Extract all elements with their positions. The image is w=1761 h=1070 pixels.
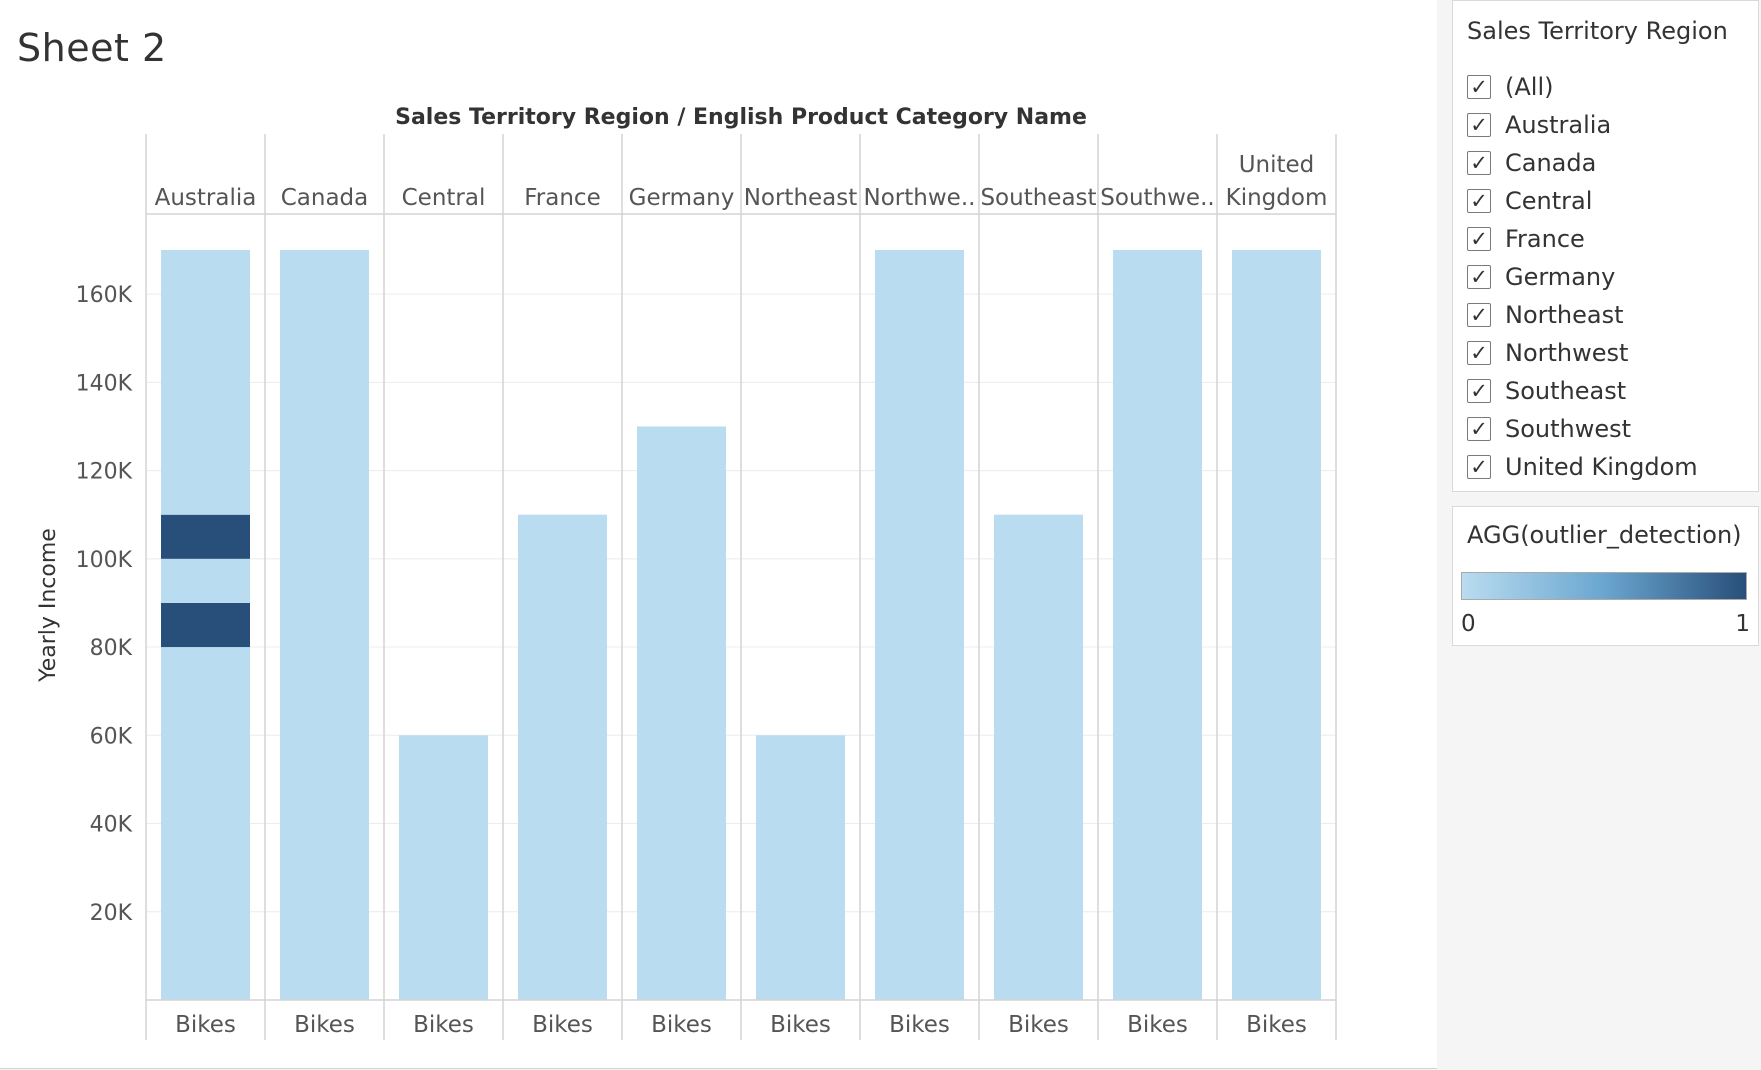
bar-segment	[875, 250, 964, 1000]
filter-item[interactable]: ✓ Canada	[1467, 144, 1698, 182]
bar-segment	[756, 735, 845, 1000]
y-tick-label: 80K	[90, 636, 133, 661]
filter-item-label: Northwest	[1505, 339, 1629, 367]
filter-item-label: Northeast	[1505, 301, 1624, 329]
filter-item[interactable]: ✓ France	[1467, 220, 1698, 258]
region-header-label: Southwe..	[1100, 185, 1214, 211]
filter-title: Sales Territory Region	[1467, 17, 1728, 45]
region-header-label: Northwe..	[864, 185, 976, 211]
filter-item-label: Germany	[1505, 263, 1616, 291]
category-label: Bikes	[413, 1012, 474, 1038]
bar-segment	[637, 426, 726, 1000]
y-tick-label: 60K	[90, 724, 133, 749]
region-header-label: Central	[402, 185, 486, 211]
region-header-label: Canada	[281, 185, 369, 211]
y-tick-label: 100K	[76, 548, 133, 573]
filter-item-label: Southeast	[1505, 377, 1627, 405]
side-panel: Sales Territory Region ✓ (All) ✓ Australia ✓…	[1437, 0, 1761, 1070]
checkbox[interactable]: ✓	[1467, 341, 1491, 365]
filter-list: ✓ (All) ✓ Australia ✓ Canada ✓ Central ✓ France ✓ G…	[1467, 68, 1698, 486]
color-legend-card: AGG(outlier_detection) 0 1	[1452, 506, 1759, 646]
color-gradient-bar	[1461, 572, 1747, 600]
region-header-label: Northeast	[744, 185, 858, 211]
checkbox[interactable]: ✓	[1467, 417, 1491, 441]
category-label: Bikes	[651, 1012, 712, 1038]
filter-item-label: Canada	[1505, 149, 1597, 177]
y-tick-label: 40K	[90, 813, 133, 838]
region-header-label: France	[524, 185, 600, 211]
filter-item-label: United Kingdom	[1505, 453, 1698, 481]
filter-item-label: (All)	[1505, 73, 1554, 101]
checkbox[interactable]: ✓	[1467, 303, 1491, 327]
bar-segment	[518, 514, 607, 1000]
category-label: Bikes	[1246, 1012, 1307, 1038]
checkbox[interactable]: ✓	[1467, 227, 1491, 251]
bar-segment	[1232, 250, 1321, 1000]
filter-item[interactable]: ✓ Central	[1467, 182, 1698, 220]
checkbox[interactable]: ✓	[1467, 75, 1491, 99]
bar-segment	[161, 514, 250, 559]
category-label: Bikes	[1127, 1012, 1188, 1038]
filter-item-label: Australia	[1505, 111, 1612, 139]
filter-item[interactable]: ✓ Germany	[1467, 258, 1698, 296]
bar-chart: Sales Territory Region / English Product…	[36, 105, 1337, 1040]
y-tick-label: 20K	[90, 901, 133, 926]
filter-item[interactable]: ✓ Northwest	[1467, 334, 1698, 372]
region-filter-card: Sales Territory Region ✓ (All) ✓ Australia ✓…	[1452, 0, 1759, 492]
category-label: Bikes	[889, 1012, 950, 1038]
bar-segment	[161, 647, 250, 1000]
category-label: Bikes	[770, 1012, 831, 1038]
y-axis-title: Yearly Income	[36, 528, 61, 683]
filter-item[interactable]: ✓ (All)	[1467, 68, 1698, 106]
legend-max-label: 1	[1735, 611, 1750, 637]
region-header-label: Germany	[629, 185, 735, 211]
worksheet: Sheet 2 Sales Territory Region / English…	[0, 0, 1438, 1069]
bar-segment	[994, 514, 1083, 1000]
filter-item[interactable]: ✓ Australia	[1467, 106, 1698, 144]
bar-segment	[161, 558, 250, 603]
region-header-label: Kingdom	[1226, 185, 1328, 211]
checkbox[interactable]: ✓	[1467, 455, 1491, 479]
legend-title: AGG(outlier_detection)	[1467, 521, 1742, 549]
y-tick-label: 160K	[76, 283, 133, 308]
category-label: Bikes	[1008, 1012, 1069, 1038]
y-tick-label: 140K	[76, 371, 133, 396]
column-header-title: Sales Territory Region / English Product…	[395, 105, 1087, 130]
filter-item[interactable]: ✓ Southeast	[1467, 372, 1698, 410]
filter-item-label: Southwest	[1505, 415, 1632, 443]
category-label: Bikes	[532, 1012, 593, 1038]
bar-segment	[280, 250, 369, 1000]
legend-min-label: 0	[1461, 611, 1476, 637]
filter-item-label: France	[1505, 225, 1585, 253]
y-tick-label: 120K	[76, 460, 133, 485]
filter-item[interactable]: ✓ Southwest	[1467, 410, 1698, 448]
bar-segment	[1113, 250, 1202, 1000]
filter-item[interactable]: ✓ United Kingdom	[1467, 448, 1698, 486]
category-label: Bikes	[175, 1012, 236, 1038]
checkbox[interactable]: ✓	[1467, 113, 1491, 137]
checkbox[interactable]: ✓	[1467, 151, 1491, 175]
category-label: Bikes	[294, 1012, 355, 1038]
checkbox[interactable]: ✓	[1467, 189, 1491, 213]
region-header-label: United	[1239, 152, 1315, 178]
filter-item-label: Central	[1505, 187, 1593, 215]
bar-segment	[161, 602, 250, 648]
sheet-title: Sheet 2	[17, 26, 167, 70]
bar-segment	[161, 250, 250, 515]
bar-segment	[399, 735, 488, 1000]
filter-item[interactable]: ✓ Northeast	[1467, 296, 1698, 334]
checkbox[interactable]: ✓	[1467, 379, 1491, 403]
checkbox[interactable]: ✓	[1467, 265, 1491, 289]
region-header-label: Australia	[155, 185, 257, 211]
region-header-label: Southeast	[980, 185, 1096, 211]
